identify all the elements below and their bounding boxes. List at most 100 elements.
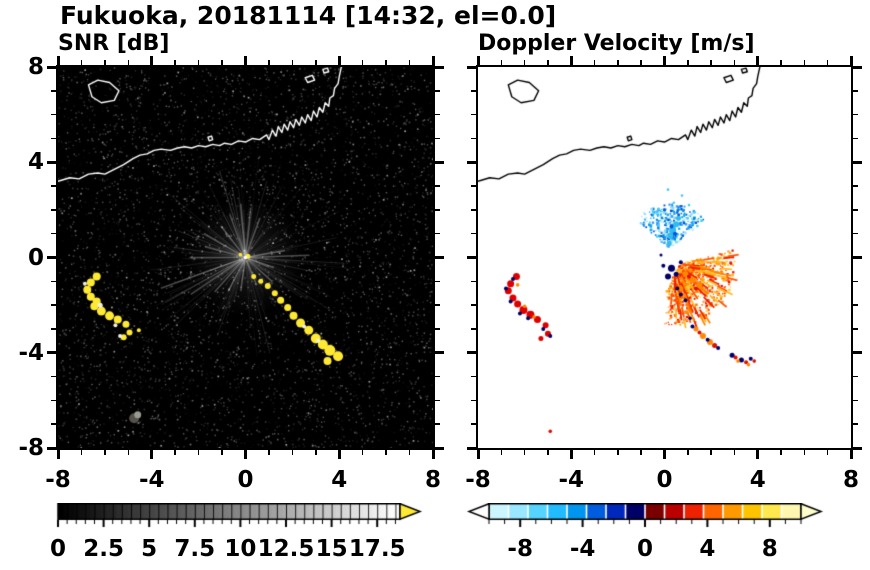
y-tick bbox=[471, 375, 476, 378]
x-tick-label: -4 bbox=[558, 467, 585, 493]
x-tick bbox=[127, 450, 130, 455]
y-tick bbox=[51, 375, 56, 378]
y-tick bbox=[471, 399, 476, 402]
figure-title: Fukuoka, 20181114 [14:32, el=0.0] bbox=[60, 1, 557, 30]
x-tick-label: -8 bbox=[465, 467, 491, 493]
y-tick bbox=[435, 280, 440, 283]
x-tick bbox=[80, 450, 83, 455]
y-tick bbox=[51, 304, 56, 306]
x-tick bbox=[221, 60, 223, 65]
x-tick bbox=[803, 60, 806, 65]
y-tick bbox=[853, 185, 858, 187]
x-tick bbox=[593, 60, 596, 65]
x-tick bbox=[197, 60, 200, 65]
y-tick bbox=[435, 232, 440, 235]
x-tick bbox=[174, 60, 176, 65]
y-tick bbox=[471, 423, 476, 425]
x-tick bbox=[104, 60, 106, 65]
colorbar-tick-label: 7.5 bbox=[174, 536, 216, 562]
x-tick bbox=[385, 450, 387, 455]
colorbar-tick-label: -8 bbox=[507, 536, 533, 562]
velocity-colorbar-canvas bbox=[465, 503, 825, 533]
x-tick bbox=[150, 450, 154, 459]
x-tick bbox=[361, 450, 364, 455]
x-tick bbox=[221, 450, 223, 455]
x-tick bbox=[569, 450, 573, 459]
x-tick bbox=[849, 450, 853, 459]
x-tick bbox=[174, 450, 176, 455]
y-tick bbox=[435, 209, 440, 211]
y-tick bbox=[471, 113, 476, 116]
y-tick bbox=[51, 90, 56, 92]
y-tick bbox=[435, 328, 440, 330]
y-tick bbox=[51, 280, 56, 283]
y-tick-label: -4 bbox=[18, 339, 44, 366]
y-tick bbox=[435, 160, 444, 164]
x-tick bbox=[569, 56, 573, 65]
y-tick bbox=[435, 304, 440, 306]
x-tick bbox=[291, 450, 294, 455]
x-tick bbox=[127, 60, 130, 65]
x-tick-label: 0 bbox=[237, 467, 254, 493]
x-tick bbox=[244, 450, 247, 459]
x-tick-label: -8 bbox=[45, 467, 71, 493]
x-tick bbox=[56, 56, 60, 65]
y-tick bbox=[51, 137, 56, 140]
y-tick bbox=[467, 160, 476, 164]
y-tick bbox=[853, 304, 858, 306]
x-tick bbox=[710, 60, 712, 65]
y-tick bbox=[853, 351, 862, 355]
y-tick bbox=[853, 113, 858, 116]
x-tick bbox=[361, 60, 364, 65]
x-tick bbox=[197, 450, 200, 455]
x-tick bbox=[476, 450, 480, 459]
velocity-plot bbox=[476, 65, 853, 450]
y-tick bbox=[853, 160, 862, 164]
y-tick bbox=[51, 328, 56, 330]
x-tick-label: -4 bbox=[138, 467, 165, 493]
x-tick bbox=[733, 450, 736, 455]
y-tick bbox=[471, 209, 476, 211]
y-tick bbox=[51, 209, 56, 211]
x-tick bbox=[337, 450, 341, 459]
x-tick bbox=[826, 60, 829, 65]
y-tick bbox=[467, 65, 476, 69]
y-tick bbox=[435, 256, 444, 259]
y-tick bbox=[435, 65, 444, 69]
x-tick bbox=[431, 56, 435, 65]
x-tick bbox=[617, 60, 619, 65]
x-tick bbox=[756, 450, 760, 459]
x-tick bbox=[593, 450, 596, 455]
y-tick-label: -8 bbox=[18, 435, 44, 461]
snr-panel-title: SNR [dB] bbox=[58, 31, 170, 56]
x-tick-label: 4 bbox=[749, 467, 766, 493]
colorbar-tick-label: -4 bbox=[569, 536, 596, 562]
colorbar-tick-label: 17.5 bbox=[348, 536, 406, 562]
x-tick bbox=[500, 450, 503, 455]
x-tick bbox=[617, 450, 619, 455]
y-tick bbox=[467, 256, 476, 259]
colorbar-tick-label: 0 bbox=[636, 536, 654, 562]
x-tick bbox=[780, 450, 782, 455]
y-tick bbox=[47, 65, 56, 69]
y-tick bbox=[467, 351, 476, 355]
y-tick bbox=[853, 328, 858, 330]
x-tick bbox=[849, 56, 853, 65]
x-tick bbox=[408, 450, 411, 455]
y-tick bbox=[853, 256, 862, 259]
colorbar-tick-label: 10 bbox=[224, 536, 257, 562]
x-tick bbox=[687, 60, 689, 65]
x-tick-label: 4 bbox=[331, 467, 348, 493]
x-tick bbox=[337, 56, 341, 65]
y-tick bbox=[471, 185, 476, 187]
x-tick bbox=[756, 56, 760, 65]
x-tick bbox=[431, 450, 435, 459]
y-tick bbox=[853, 423, 858, 425]
x-tick bbox=[80, 60, 83, 65]
y-tick bbox=[435, 90, 440, 92]
y-tick bbox=[853, 399, 858, 402]
x-tick-label: 0 bbox=[656, 467, 673, 493]
x-tick bbox=[500, 60, 503, 65]
y-tick-label: 8 bbox=[27, 54, 44, 80]
